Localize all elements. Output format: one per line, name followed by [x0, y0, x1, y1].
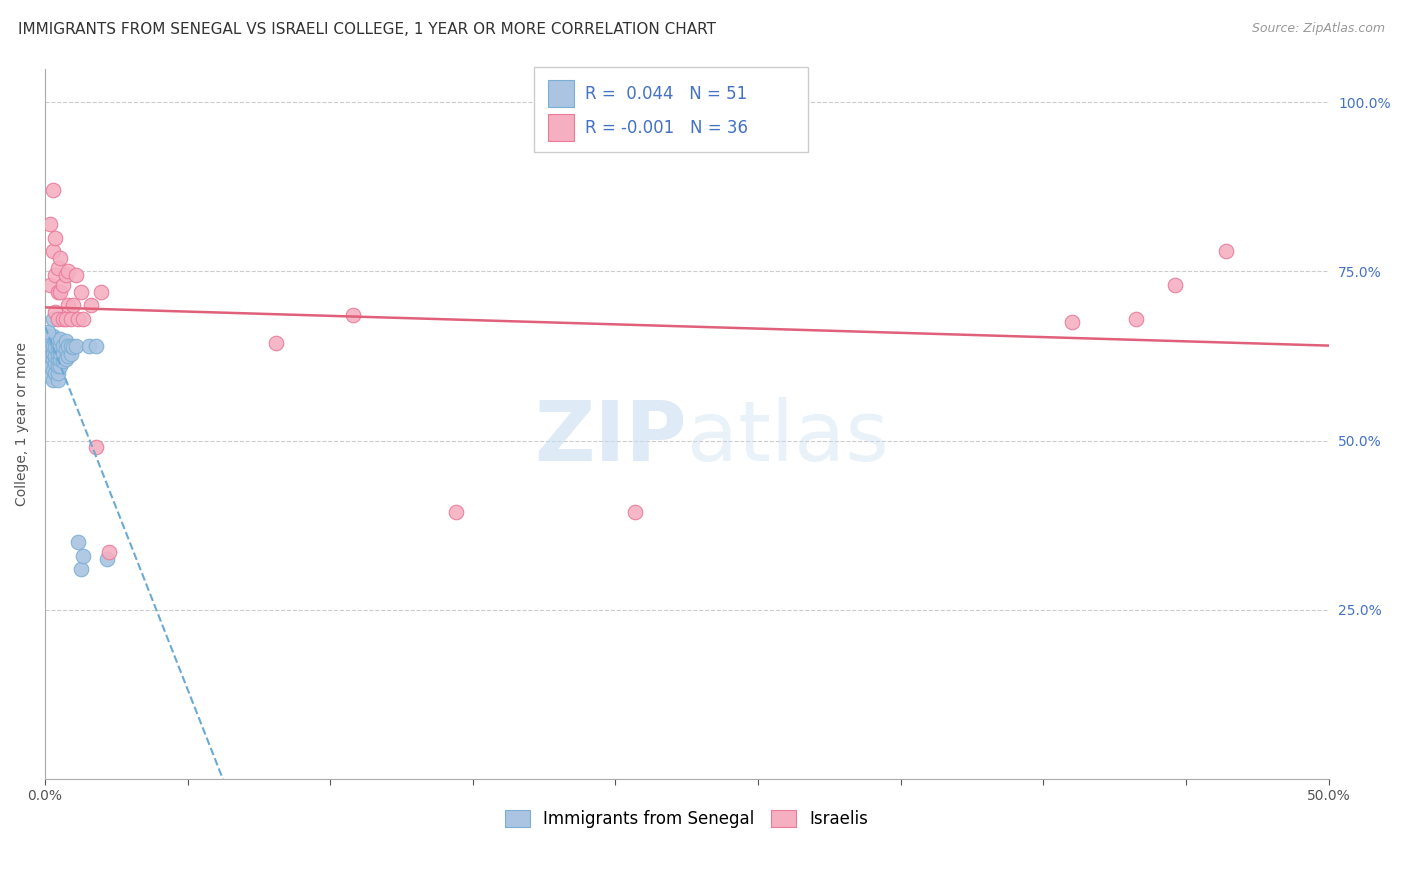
- Point: [49, 352, 72, 367]
- Point: [80, 298, 103, 312]
- Point: [59, 339, 82, 353]
- Point: [44, 268, 66, 282]
- Point: [1060, 315, 1083, 329]
- Point: [44, 356, 66, 370]
- Point: [41, 362, 63, 376]
- Point: [1215, 244, 1237, 259]
- Text: IMMIGRANTS FROM SENEGAL VS ISRAELI COLLEGE, 1 YEAR OR MORE CORRELATION CHART: IMMIGRANTS FROM SENEGAL VS ISRAELI COLLE…: [18, 22, 716, 37]
- Point: [77, 339, 100, 353]
- Point: [70, 562, 93, 576]
- Point: [41, 244, 63, 259]
- Point: [65, 339, 87, 353]
- Point: [1163, 278, 1185, 293]
- Point: [46, 373, 69, 387]
- Point: [39, 339, 62, 353]
- Point: [56, 339, 79, 353]
- Point: [52, 345, 75, 359]
- Point: [624, 505, 647, 519]
- Point: [41, 345, 63, 359]
- Point: [52, 278, 75, 293]
- Point: [41, 373, 63, 387]
- Point: [56, 264, 79, 278]
- Point: [46, 359, 69, 374]
- Text: R =  0.044   N = 51: R = 0.044 N = 51: [585, 85, 747, 103]
- Point: [49, 332, 72, 346]
- Point: [59, 347, 82, 361]
- Point: [44, 230, 66, 244]
- Point: [62, 340, 84, 354]
- Point: [46, 352, 69, 367]
- Text: R = -0.001   N = 36: R = -0.001 N = 36: [585, 119, 748, 136]
- Point: [44, 340, 66, 354]
- Point: [98, 545, 121, 559]
- Point: [56, 349, 79, 363]
- Text: ZIP: ZIP: [534, 398, 686, 478]
- Point: [342, 309, 364, 323]
- Point: [46, 366, 69, 380]
- Point: [55, 311, 77, 326]
- Point: [70, 285, 93, 299]
- Point: [86, 441, 108, 455]
- Point: [46, 261, 69, 276]
- Legend: Immigrants from Senegal, Israelis: Immigrants from Senegal, Israelis: [498, 803, 875, 835]
- Point: [55, 343, 77, 357]
- Point: [86, 339, 108, 353]
- Point: [49, 339, 72, 353]
- Point: [55, 334, 77, 348]
- Point: [41, 328, 63, 343]
- Point: [264, 335, 287, 350]
- Point: [46, 347, 69, 361]
- Point: [46, 334, 69, 348]
- Text: Source: ZipAtlas.com: Source: ZipAtlas.com: [1251, 22, 1385, 36]
- Point: [37, 356, 59, 370]
- Point: [37, 343, 59, 357]
- Point: [56, 298, 79, 312]
- Point: [55, 268, 77, 282]
- Point: [37, 326, 59, 340]
- Point: [46, 340, 69, 354]
- Point: [39, 278, 62, 293]
- Point: [67, 311, 90, 326]
- Point: [39, 369, 62, 384]
- Y-axis label: College, 1 year or more: College, 1 year or more: [15, 342, 30, 506]
- Point: [44, 305, 66, 319]
- Point: [96, 552, 118, 566]
- Point: [39, 328, 62, 343]
- Point: [39, 217, 62, 231]
- Point: [72, 549, 94, 563]
- Point: [49, 345, 72, 359]
- Point: [65, 268, 87, 282]
- Point: [62, 298, 84, 312]
- Point: [41, 183, 63, 197]
- Point: [49, 359, 72, 374]
- Point: [67, 535, 90, 549]
- Point: [90, 285, 112, 299]
- Point: [444, 505, 467, 519]
- Point: [44, 349, 66, 363]
- Point: [49, 251, 72, 265]
- Point: [52, 339, 75, 353]
- Point: [41, 311, 63, 326]
- Point: [44, 366, 66, 380]
- Point: [55, 352, 77, 367]
- Point: [59, 311, 82, 326]
- Point: [41, 352, 63, 367]
- Point: [46, 311, 69, 326]
- Point: [37, 328, 59, 343]
- Point: [39, 359, 62, 374]
- Point: [46, 285, 69, 299]
- Point: [49, 285, 72, 299]
- Point: [52, 311, 75, 326]
- Text: atlas: atlas: [686, 398, 889, 478]
- Point: [1125, 311, 1147, 326]
- Point: [72, 311, 94, 326]
- Point: [52, 353, 75, 368]
- Point: [39, 349, 62, 363]
- Point: [44, 332, 66, 346]
- Point: [41, 339, 63, 353]
